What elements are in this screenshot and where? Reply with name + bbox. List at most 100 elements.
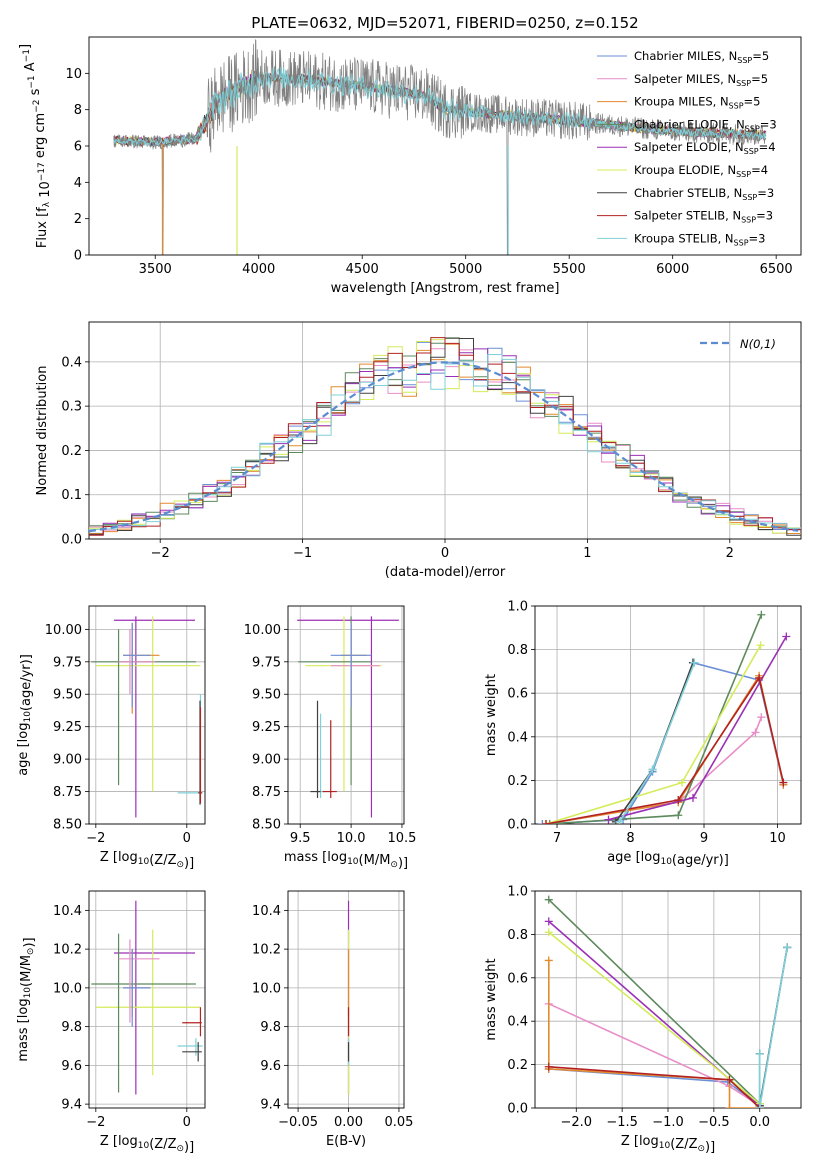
- plot-area: [113, 39, 767, 255]
- weight-marker: [545, 820, 554, 824]
- y-tick-label: 9.50: [53, 688, 82, 703]
- label-part: (M/M: [19, 955, 34, 987]
- label-part: wavelength [Angstrom, rest frame]: [331, 281, 560, 296]
- weight-marker: [544, 1062, 553, 1071]
- label-part: mass weight: [484, 958, 499, 1040]
- y-tick-label: 10.00: [244, 623, 281, 638]
- y-tick-label: 9.6: [260, 1059, 281, 1074]
- y-axis-label: Normed distribution: [35, 366, 50, 496]
- label-part: Normed distribution: [35, 366, 50, 496]
- weight-marker: [688, 793, 697, 802]
- legend-label: Salpeter ELODIE, NSSP=4: [634, 140, 776, 156]
- legend-label: Chabrier MILES, NSSP=5: [634, 49, 769, 65]
- label-sub: 10: [23, 711, 33, 723]
- legend-label: Kroupa STELIB, NSSP=3: [634, 231, 765, 247]
- y-tick-label: 0.2: [507, 1058, 528, 1073]
- x-tick-label: 4000: [242, 262, 275, 277]
- x-axis-label: Z [log10(Z/Z⊙)]: [100, 1134, 194, 1155]
- y-tick-label: 9.4: [61, 1098, 82, 1113]
- y-tick-label: 0.6: [507, 687, 528, 702]
- weight-marker: [677, 778, 686, 787]
- y-tick-label: 0.0: [507, 1102, 528, 1117]
- x-tick-label: 5000: [449, 262, 482, 277]
- label-part: (data-model)/error: [385, 565, 506, 580]
- legend-sub: SSP: [734, 238, 749, 247]
- label-part: −17: [37, 162, 47, 181]
- data-spectrum: [113, 39, 766, 255]
- weight-line-4: [549, 614, 763, 824]
- weight-marker: [783, 943, 792, 952]
- y-tick-label: 0.2: [507, 774, 528, 789]
- y-tick-label: 10.4: [53, 904, 82, 919]
- plot-area: [91, 900, 203, 1095]
- y-tick-label: 6: [74, 140, 82, 155]
- y-axis-label: mass weight: [484, 958, 499, 1040]
- weight-line-2: [548, 1003, 761, 1107]
- x-tick-label: 0.05: [384, 1115, 413, 1130]
- axes-frame: [287, 890, 405, 1109]
- y-tick-label: 0.4: [507, 1015, 528, 1030]
- label-part: 10: [38, 181, 53, 202]
- label-part: ]: [18, 44, 33, 49]
- weight-marker: [544, 895, 553, 904]
- label-part: λ: [42, 201, 52, 207]
- legend-label-normal: N(0,1): [740, 337, 776, 351]
- label-part: log: [327, 850, 347, 865]
- x-axis-label: wavelength [Angstrom, rest frame]: [331, 281, 560, 296]
- label-part: ⊙: [697, 1144, 705, 1154]
- y-tick-label: 0.6: [507, 971, 528, 986]
- weight-line-9: [758, 947, 788, 1108]
- legend-text: Salpeter MILES, N: [634, 72, 736, 86]
- y-tick-label: 0.1: [61, 488, 82, 503]
- weight-marker: [782, 632, 791, 641]
- legend-label: Kroupa MILES, NSSP=5: [634, 95, 760, 111]
- plot-area: [538, 610, 791, 824]
- y-tick-label: 1.0: [507, 885, 528, 900]
- y-axis-label: mass weight: [484, 674, 499, 756]
- y-tick-label: 10.2: [252, 943, 281, 958]
- x-axis-label: mass [log10(M/M⊙)]: [284, 850, 408, 871]
- x-tick-label: −1.0: [652, 1115, 684, 1130]
- y-tick-label: 0.4: [61, 355, 82, 370]
- label-part: )]: [184, 856, 194, 871]
- y-tick-label: 0.8: [507, 928, 528, 943]
- label-part: (Z/Z: [149, 1137, 176, 1152]
- label-part: erg cm: [33, 113, 48, 162]
- weight-marker: [756, 641, 765, 650]
- weight-marker: [674, 796, 683, 805]
- y-tick-label: 9.8: [260, 1020, 281, 1035]
- weight-marker: [757, 610, 766, 619]
- label-part: ⊙: [390, 860, 398, 870]
- label-part: log: [16, 998, 31, 1018]
- label-part: A: [23, 62, 38, 75]
- y-tick-label: 0.0: [507, 818, 528, 833]
- weight-line-4: [548, 899, 761, 1105]
- legend-text: Chabrier MILES, N: [634, 49, 737, 63]
- legend-text: =5: [744, 95, 761, 109]
- label-part: )]: [22, 937, 37, 947]
- legend-text: =5: [751, 72, 768, 86]
- y-tick-label: 0: [74, 249, 82, 264]
- label-sub: 10: [347, 857, 359, 867]
- y-tick-label: 0.8: [507, 643, 528, 658]
- label-part: s: [28, 88, 43, 99]
- x-tick-label: −1.5: [606, 1115, 638, 1130]
- y-tick-label: 9.75: [53, 655, 82, 670]
- x-tick-label: 0: [183, 831, 191, 846]
- label-part: (Z/Z: [670, 1137, 697, 1152]
- weight-line-6: [548, 931, 761, 1105]
- x-tick-label: −2: [86, 831, 105, 846]
- y-tick-label: 10.2: [53, 943, 82, 958]
- x-tick-label: −1: [293, 546, 312, 561]
- axes-frame: [534, 890, 802, 1109]
- label-part: )]: [398, 856, 408, 871]
- plot-area: [297, 616, 399, 818]
- legend-text: Kroupa MILES, N: [634, 95, 729, 109]
- x-tick-label: 0: [441, 546, 449, 561]
- label-part: (M/M: [359, 853, 391, 868]
- chart-title: PLATE=0632, MJD=52071, FIBERID=0250, z=0…: [251, 14, 638, 32]
- x-tick-label: 10.0: [337, 831, 366, 846]
- weight-marker: [674, 811, 683, 820]
- axes-frame: [88, 36, 802, 256]
- axes-frame: [88, 605, 206, 825]
